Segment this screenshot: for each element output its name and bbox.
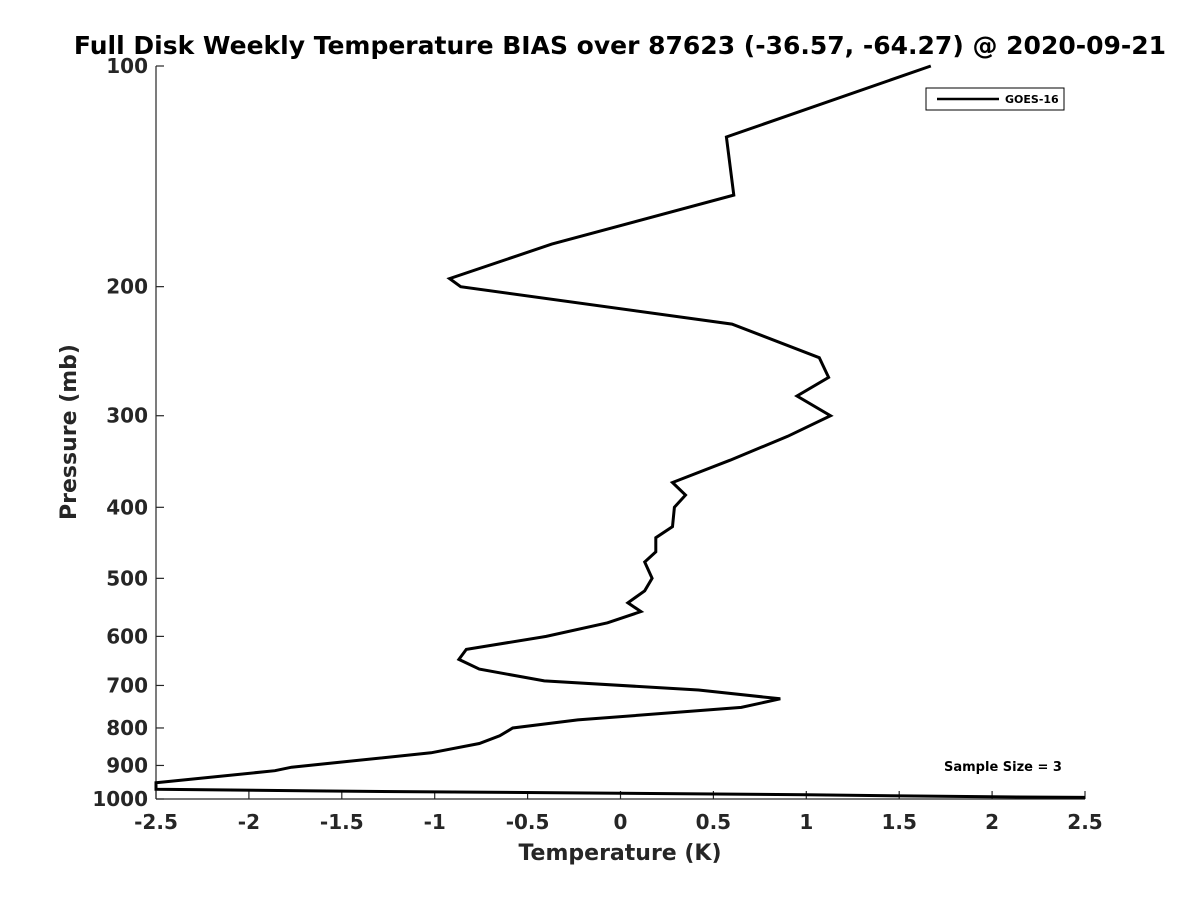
y-tick-label: 600 <box>106 624 148 648</box>
x-tick-label: -1 <box>424 810 446 834</box>
y-tick-label: 100 <box>106 54 148 78</box>
y-tick-label: 700 <box>106 673 148 697</box>
x-tick-label: 1 <box>799 810 813 834</box>
x-axis-label: Temperature (K) <box>518 841 721 866</box>
y-tick-label: 800 <box>106 716 148 740</box>
x-tick-label: 1.5 <box>881 810 916 834</box>
x-ticks: -2.5 -2 -1.5 -1 -0.5 0 0.5 1 1.5 2 2.5 <box>134 791 1103 834</box>
y-tick-label: 300 <box>106 404 148 428</box>
y-tick-label: 400 <box>106 495 148 519</box>
y-axis-label: Pressure (mb) <box>57 344 82 520</box>
x-tick-label: -2.5 <box>134 810 178 834</box>
x-tick-label: 2 <box>985 810 999 834</box>
legend-label: GOES-16 <box>1005 93 1059 106</box>
y-tick-label: 1000 <box>92 787 148 811</box>
x-tick-label: 2.5 <box>1067 810 1102 834</box>
series-line-goes-16 <box>154 64 1086 799</box>
x-tick-label: -1.5 <box>320 810 364 834</box>
y-tick-label: 200 <box>106 275 148 299</box>
legend: GOES-16 <box>925 87 1065 111</box>
series-layer <box>154 64 1086 799</box>
y-tick-label: 500 <box>106 566 148 590</box>
x-tick-label: -2 <box>238 810 260 834</box>
y-ticks: 100 200 300 400 500 600 700 800 900 1000 <box>92 54 164 811</box>
x-tick-label: 0 <box>614 810 628 834</box>
x-tick-label: 0.5 <box>696 810 731 834</box>
plot-area: -2.5 -2 -1.5 -1 -0.5 0 0.5 1 1.5 2 2.5 100 200 300 40… <box>92 54 1102 834</box>
sample-size-note: Sample Size = 3 <box>944 760 1062 775</box>
x-tick-label: -0.5 <box>506 810 550 834</box>
chart-title: Full Disk Weekly Temperature BIAS over 8… <box>74 31 1166 60</box>
y-tick-label: 900 <box>106 753 148 777</box>
